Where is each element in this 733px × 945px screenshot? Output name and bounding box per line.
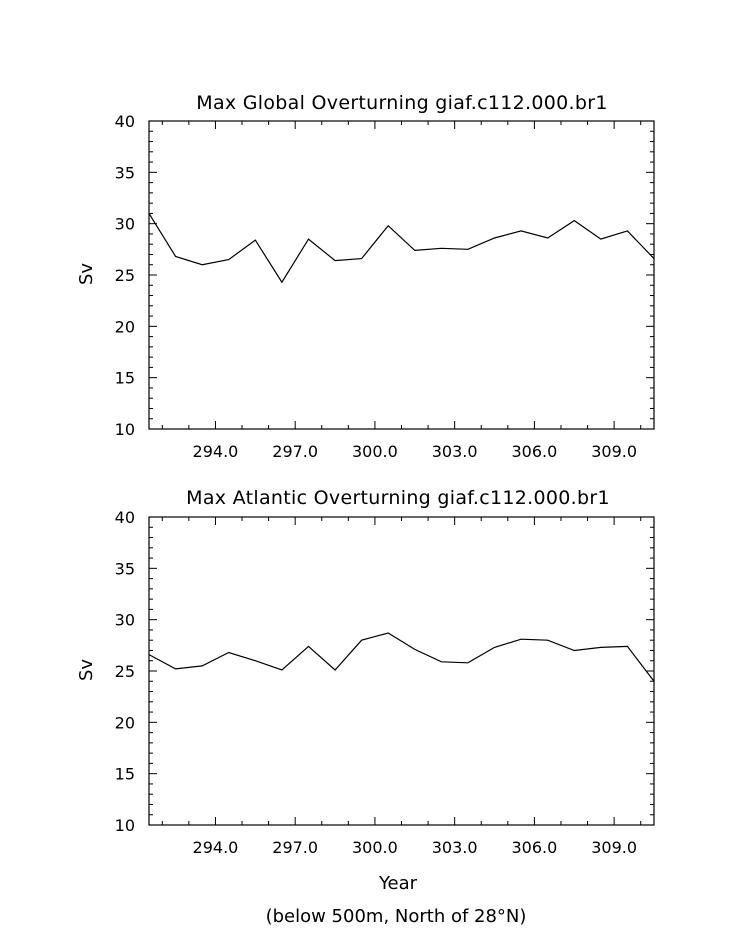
y-tick-label: 40 (115, 508, 135, 527)
x-tick-label: 297.0 (272, 838, 318, 857)
x-tick-label: 306.0 (511, 442, 557, 461)
x-tick-label: 309.0 (591, 838, 637, 857)
x-tick-label: 294.0 (193, 442, 239, 461)
y-tick-label: 40 (115, 112, 135, 131)
global-chart-title: Max Global Overturning giaf.c112.000.br1 (196, 92, 607, 114)
atlantic-y-axis-label: Sv (76, 659, 97, 681)
y-tick-label: 30 (115, 215, 135, 234)
atlantic-series (148, 632, 655, 682)
global-y-tick-labels: 10 15 20 25 30 35 40 (115, 112, 135, 439)
x-axis-label: Year (378, 873, 418, 894)
atlantic-x-tick-labels: 294.0 297.0 300.0 303.0 306.0 309.0 (193, 838, 637, 857)
x-tick-label: 306.0 (511, 838, 557, 857)
x-tick-label: 300.0 (352, 442, 398, 461)
y-tick-label: 15 (115, 765, 135, 784)
atlantic-y-tick-labels: 10 15 20 25 30 35 40 (115, 508, 135, 835)
y-tick-label: 10 (115, 816, 135, 835)
global-plot-frame (148, 120, 655, 430)
global-y-axis-label: Sv (76, 263, 97, 285)
x-tick-label: 297.0 (272, 442, 318, 461)
x-tick-label: 300.0 (352, 838, 398, 857)
chart-note: (below 500m, North of 28°N) (266, 906, 527, 927)
global-series-line (148, 213, 655, 284)
x-tick-label: 303.0 (432, 442, 478, 461)
y-tick-label: 30 (115, 611, 135, 630)
atlantic-overturning-panel: Max Atlantic Overturning giaf.c112.000.b… (76, 487, 655, 927)
global-x-tick-labels: 294.0 297.0 300.0 303.0 306.0 309.0 (193, 442, 637, 461)
y-tick-label: 20 (115, 317, 135, 336)
y-tick-label: 10 (115, 420, 135, 439)
atlantic-series-line (148, 632, 655, 682)
x-tick-label: 294.0 (193, 838, 239, 857)
x-tick-label: 303.0 (432, 838, 478, 857)
y-tick-label: 20 (115, 713, 135, 732)
atlantic-axis-ticks (149, 516, 654, 826)
y-tick-label: 15 (115, 369, 135, 388)
global-series (148, 213, 655, 284)
global-axis-ticks (149, 120, 654, 430)
x-tick-label: 309.0 (591, 442, 637, 461)
y-tick-label: 35 (115, 163, 135, 182)
y-tick-label: 35 (115, 559, 135, 578)
y-tick-label: 25 (115, 662, 135, 681)
atlantic-plot-frame (148, 516, 655, 826)
y-tick-label: 25 (115, 266, 135, 285)
global-overturning-panel: Max Global Overturning giaf.c112.000.br1… (76, 92, 655, 461)
atlantic-chart-title: Max Atlantic Overturning giaf.c112.000.b… (186, 487, 610, 509)
